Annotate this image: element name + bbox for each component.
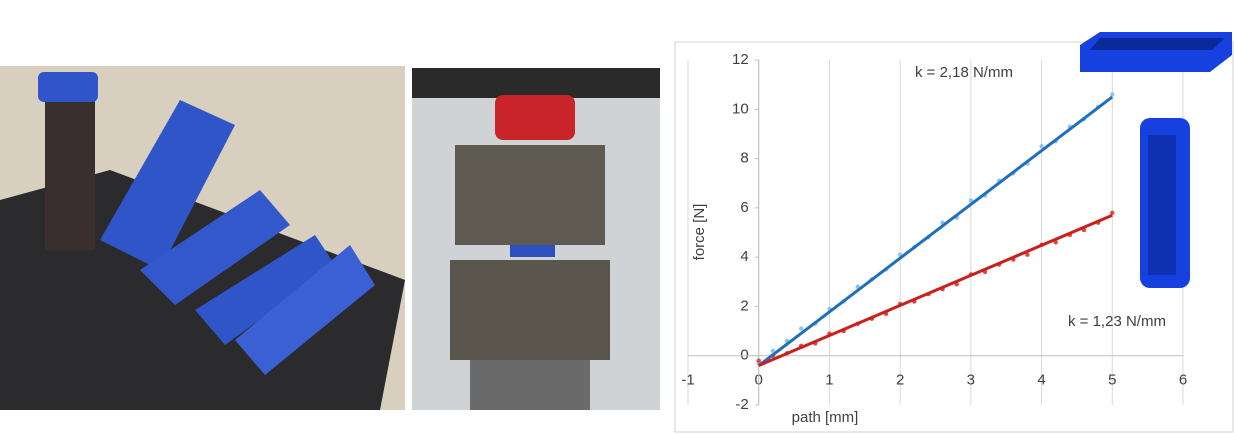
- y-tick-label: 10: [732, 100, 749, 117]
- x-tick-label: -1: [681, 372, 694, 389]
- x-tick-label: 6: [1179, 372, 1187, 389]
- data-point: [770, 348, 776, 353]
- x-tick-label: 3: [967, 372, 975, 389]
- y-tick-label: 4: [740, 248, 748, 265]
- data-point: [798, 326, 804, 331]
- x-tick-label: 2: [896, 372, 904, 389]
- x-axis-label: path [mm]: [792, 409, 859, 426]
- fit-line: [758, 213, 1113, 367]
- y-tick-label: -2: [735, 396, 748, 413]
- photo-testing-machine: [412, 68, 660, 410]
- y-axis-label: force [N]: [691, 204, 708, 261]
- photo-samples: [0, 66, 405, 410]
- data-point: [1110, 92, 1115, 97]
- y-tick-label: 2: [740, 297, 748, 314]
- x-tick-label: 4: [1037, 372, 1045, 389]
- data-point: [968, 198, 974, 203]
- data-point: [756, 358, 761, 363]
- annotation: k = 2,18 N/mm: [915, 64, 1013, 81]
- y-tick-label: 0: [740, 347, 748, 364]
- chart-frame: [674, 41, 1234, 433]
- y-tick-label: 12: [732, 51, 749, 68]
- render-horizontal: [1080, 32, 1232, 72]
- annotation: k = 1,23 N/mm: [1068, 313, 1166, 330]
- data-point: [1039, 144, 1044, 149]
- fit-line: [757, 95, 1114, 367]
- y-tick-label: 8: [740, 150, 748, 167]
- data-point: [1110, 210, 1115, 215]
- x-tick-label: 5: [1108, 372, 1116, 389]
- render-vertical: [1140, 118, 1190, 288]
- y-tick-label: 6: [740, 199, 748, 216]
- x-tick-label: 1: [825, 372, 833, 389]
- data-point: [1025, 252, 1030, 257]
